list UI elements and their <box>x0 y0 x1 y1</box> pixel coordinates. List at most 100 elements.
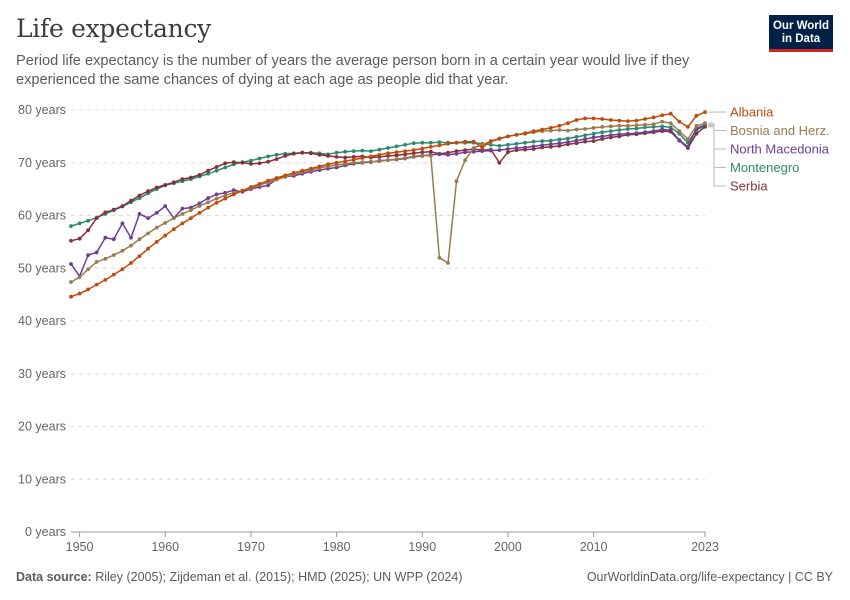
data-point-albania[interactable] <box>300 168 305 173</box>
data-point-north-macedonia[interactable] <box>266 183 270 188</box>
data-point-north-macedonia[interactable] <box>514 146 519 150</box>
data-point-montenegro[interactable] <box>274 152 279 157</box>
data-point-albania[interactable] <box>574 118 579 122</box>
data-point-serbia[interactable] <box>231 160 236 165</box>
data-point-albania[interactable] <box>377 152 382 157</box>
data-point-montenegro[interactable] <box>523 140 527 145</box>
data-point-bosnia-and-herz[interactable] <box>154 225 159 230</box>
data-point-north-macedonia[interactable] <box>591 135 596 140</box>
data-point-north-macedonia[interactable] <box>197 201 202 206</box>
data-point-bosnia-and-herz[interactable] <box>377 159 382 164</box>
data-point-albania[interactable] <box>591 116 596 121</box>
data-point-north-macedonia[interactable] <box>608 133 613 138</box>
data-point-albania[interactable] <box>94 282 99 287</box>
data-point-serbia[interactable] <box>506 150 510 155</box>
legend-label[interactable]: Albania <box>730 105 774 120</box>
data-point-serbia[interactable] <box>129 198 133 203</box>
data-point-bosnia-and-herz[interactable] <box>343 161 348 166</box>
data-point-albania[interactable] <box>317 164 322 169</box>
data-point-serbia[interactable] <box>454 149 459 154</box>
chart-series[interactable] <box>69 110 707 299</box>
data-point-north-macedonia[interactable] <box>146 216 151 221</box>
data-point-montenegro[interactable] <box>514 141 519 146</box>
data-point-serbia[interactable] <box>557 144 562 148</box>
data-point-albania[interactable] <box>523 131 527 136</box>
data-point-serbia[interactable] <box>386 154 390 158</box>
data-point-albania[interactable] <box>163 233 168 238</box>
data-point-albania[interactable] <box>231 192 236 197</box>
data-point-albania[interactable] <box>403 149 407 154</box>
series-serbia[interactable] <box>69 125 707 243</box>
data-point-albania[interactable] <box>566 121 570 126</box>
data-point-albania[interactable] <box>206 205 211 210</box>
data-point-serbia[interactable] <box>154 185 159 190</box>
data-point-albania[interactable] <box>257 182 262 186</box>
data-point-montenegro[interactable] <box>206 171 211 176</box>
data-point-montenegro[interactable] <box>386 146 390 150</box>
data-point-serbia[interactable] <box>249 161 253 166</box>
legend-item-serbia[interactable]: Serbia <box>708 126 768 194</box>
data-point-bosnia-and-herz[interactable] <box>120 248 125 253</box>
data-point-albania[interactable] <box>283 173 288 178</box>
data-point-montenegro[interactable] <box>557 137 562 142</box>
data-point-albania[interactable] <box>428 145 433 149</box>
data-point-bosnia-and-herz[interactable] <box>668 121 673 126</box>
data-point-albania[interactable] <box>480 145 485 150</box>
data-point-bosnia-and-herz[interactable] <box>86 267 90 272</box>
data-point-albania[interactable] <box>240 188 245 193</box>
owid-logo[interactable]: Our World in Data <box>769 15 833 52</box>
data-point-bosnia-and-herz[interactable] <box>634 123 639 128</box>
data-point-serbia[interactable] <box>334 155 339 159</box>
data-point-bosnia-and-herz[interactable] <box>189 208 193 213</box>
data-point-albania[interactable] <box>514 132 519 137</box>
data-point-north-macedonia[interactable] <box>634 131 639 136</box>
data-point-bosnia-and-herz[interactable] <box>171 216 176 221</box>
data-point-montenegro[interactable] <box>531 139 536 144</box>
data-point-north-macedonia[interactable] <box>163 204 168 208</box>
data-point-albania[interactable] <box>583 116 587 121</box>
data-point-albania[interactable] <box>386 151 390 156</box>
data-point-montenegro[interactable] <box>583 133 587 138</box>
data-point-serbia[interactable] <box>591 139 596 144</box>
data-point-montenegro[interactable] <box>668 125 673 130</box>
data-point-serbia[interactable] <box>223 161 228 166</box>
footer-url[interactable]: OurWorldinData.org/life-expectancy | CC … <box>586 570 833 584</box>
data-point-bosnia-and-herz[interactable] <box>437 255 442 260</box>
data-point-north-macedonia[interactable] <box>137 212 142 216</box>
data-point-north-macedonia[interactable] <box>103 235 108 240</box>
data-point-bosnia-and-herz[interactable] <box>428 154 433 158</box>
data-point-north-macedonia[interactable] <box>531 144 536 149</box>
data-point-montenegro[interactable] <box>506 142 510 147</box>
data-point-albania[interactable] <box>643 117 647 121</box>
data-point-albania[interactable] <box>677 119 682 124</box>
data-point-north-macedonia[interactable] <box>111 237 116 242</box>
data-point-albania[interactable] <box>694 113 699 118</box>
data-point-albania[interactable] <box>146 246 151 251</box>
data-point-montenegro[interactable] <box>626 127 630 131</box>
data-point-bosnia-and-herz[interactable] <box>223 193 228 198</box>
data-point-albania[interactable] <box>360 156 365 160</box>
data-point-bosnia-and-herz[interactable] <box>574 127 579 132</box>
data-point-north-macedonia[interactable] <box>86 253 90 257</box>
data-point-montenegro[interactable] <box>566 136 570 141</box>
data-point-bosnia-and-herz[interactable] <box>600 125 605 129</box>
data-point-albania[interactable] <box>454 140 459 145</box>
data-point-north-macedonia[interactable] <box>651 129 656 134</box>
data-point-serbia[interactable] <box>274 157 279 162</box>
data-point-bosnia-and-herz[interactable] <box>608 124 613 129</box>
data-point-montenegro[interactable] <box>617 128 622 132</box>
data-point-serbia[interactable] <box>343 155 348 160</box>
data-point-north-macedonia[interactable] <box>600 134 605 139</box>
data-point-bosnia-and-herz[interactable] <box>643 122 647 127</box>
data-point-montenegro[interactable] <box>69 224 73 229</box>
data-point-albania[interactable] <box>411 148 416 153</box>
data-point-albania[interactable] <box>120 267 125 272</box>
data-point-serbia[interactable] <box>197 173 202 177</box>
data-point-serbia[interactable] <box>428 149 433 154</box>
legend-label[interactable]: Bosnia and Herz. <box>730 123 830 138</box>
data-point-albania[interactable] <box>548 126 553 130</box>
data-point-serbia[interactable] <box>180 177 185 182</box>
data-point-north-macedonia[interactable] <box>523 145 527 150</box>
legend-label[interactable]: North Macedonia <box>730 142 830 157</box>
data-point-albania[interactable] <box>274 176 279 180</box>
